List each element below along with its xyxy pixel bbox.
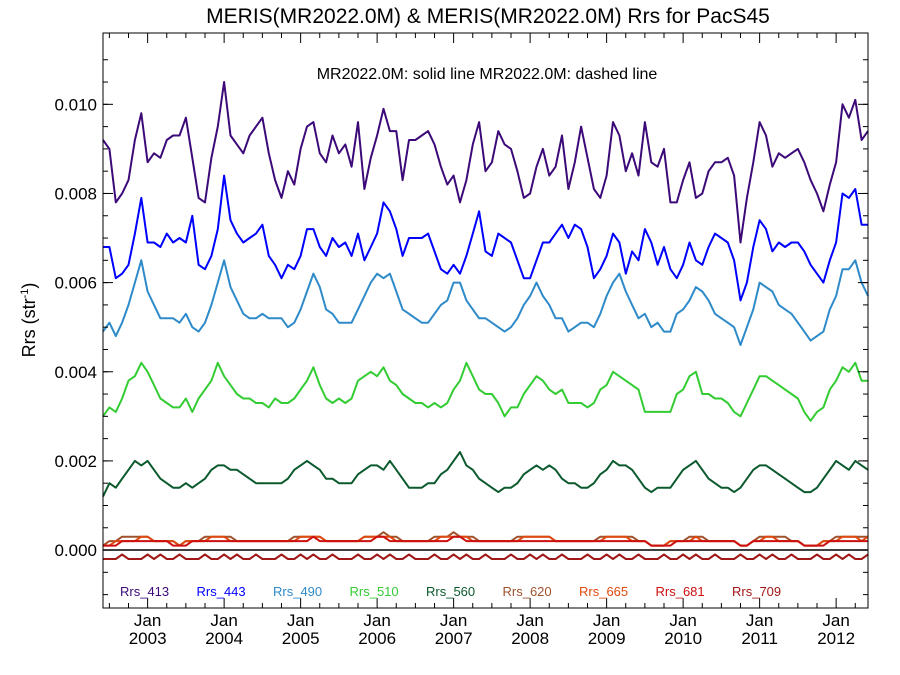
line-style-note: MR2022.0M: solid line MR2022.0M: dashed … [317,66,658,83]
legend-item-rrs-560: Rrs_560 [426,584,475,599]
legend-item-rrs-709: Rrs_709 [732,584,781,599]
x-tick-label-month: Jan [822,611,849,630]
x-tick-label-month: Jan [516,611,543,630]
x-tick-label-month: Jan [440,611,467,630]
series-line-rrs-510 [102,361,868,422]
x-tick-label-year: 2008 [511,629,549,648]
x-tick-label-year: 2006 [358,629,396,648]
legend-item-rrs-413: Rrs_413 [120,584,169,599]
series-layer [102,81,869,560]
series-line-rrs-620 [102,531,868,547]
series-line-rrs-443 [103,174,868,302]
legend-item-rrs-490: Rrs_490 [273,584,322,599]
x-tick-label-month: Jan [210,611,237,630]
y-tick-label: 0.008 [54,184,97,203]
series-line-rrs-709 [103,553,869,560]
x-tick-label-year: 2010 [664,629,702,648]
x-tick-label-year: 2005 [282,629,320,648]
x-tick-label-year: 2011 [741,629,778,648]
plot-frame [102,32,869,609]
y-axis-label-main: Rrs (str [19,298,39,357]
legend-item-rrs-443: Rrs_443 [197,584,246,599]
legend-item-rrs-665: Rrs_665 [579,584,628,599]
x-tick-label-year: 2007 [435,629,473,648]
x-tick-label-month: Jan [363,611,390,630]
y-axis-label-close: ) [19,283,39,289]
x-tick-label-year: 2012 [817,629,855,648]
y-tick-label: 0.000 [54,541,97,560]
x-axis: Jan2003Jan2004Jan2005Jan2006Jan2007Jan20… [108,33,856,648]
x-tick-label-month: Jan [746,611,773,630]
legend-item-rrs-681: Rrs_681 [656,584,705,599]
x-tick-label-year: 2004 [205,629,243,648]
series-line-rrs-490 [102,259,869,346]
series-line-rrs-413 [102,81,869,244]
y-tick-label: 0.002 [54,452,97,471]
y-axis: 0.000 0.002 0.004 0.006 0.008 0.010 [54,59,868,596]
y-tick-label: 0.004 [54,363,97,382]
y-tick-label: 0.010 [54,95,97,114]
y-tick-label: 0.006 [54,274,97,293]
legend-item-rrs-620: Rrs_620 [503,584,552,599]
x-tick-label-year: 2003 [129,629,167,648]
x-tick-label-year: 2009 [588,629,626,648]
x-tick-label-month: Jan [593,611,620,630]
x-tick-label-month: Jan [134,611,161,630]
x-tick-label-month: Jan [287,611,314,630]
y-axis-label-sup: -1 [19,289,31,299]
legend-item-rrs-510: Rrs_510 [350,584,399,599]
y-axis-label: Rrs (str-1) [19,283,39,358]
series-line-rrs-681 [103,535,868,547]
legend: Rrs_413 Rrs_443 Rrs_490 Rrs_510 Rrs_560 Rrs_6… [120,584,781,599]
series-line-rrs-560 [102,451,869,498]
chart-title: MERIS(MR2022.0M) & MERIS(MR2022.0M) Rrs … [206,5,770,28]
x-tick-label-month: Jan [669,611,696,630]
